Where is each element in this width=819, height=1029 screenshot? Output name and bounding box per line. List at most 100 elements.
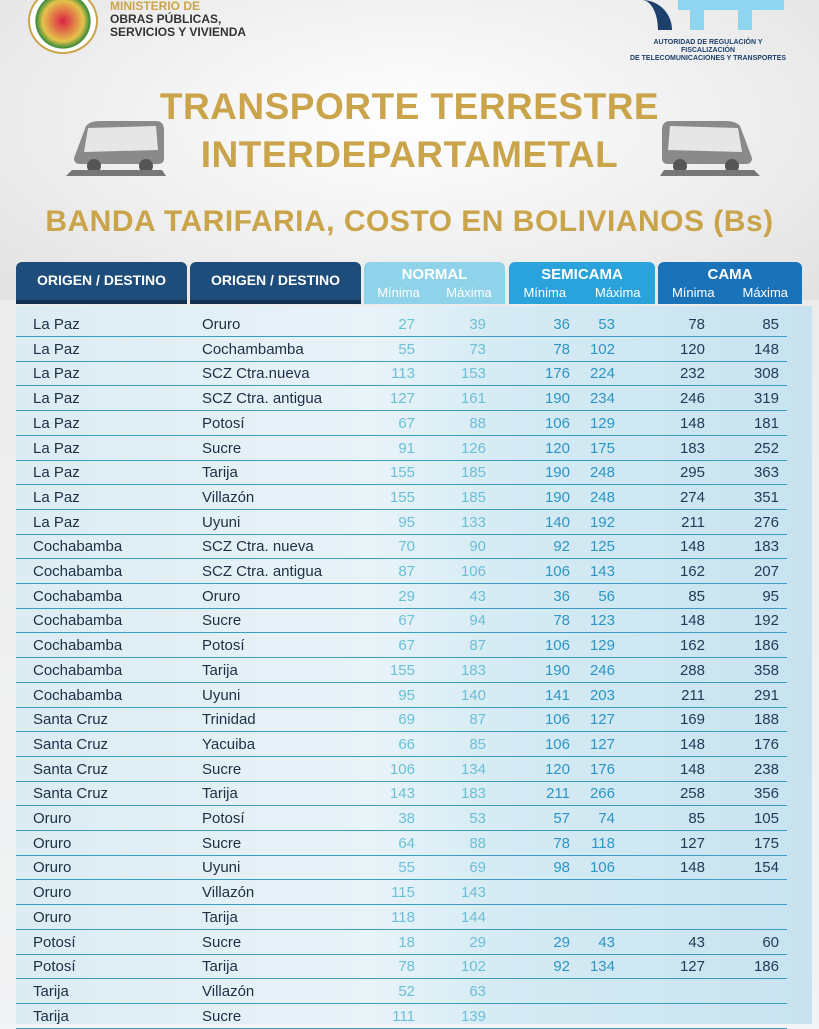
origin-cell: Cochabamba [33, 612, 123, 630]
cama-min-cell: 148 [679, 414, 705, 432]
cama-max-cell: 252 [753, 439, 779, 457]
semicama-min-cell: 106 [544, 735, 570, 753]
semicama-max-cell: 134 [589, 958, 615, 976]
normal-max-cell: 140 [460, 686, 486, 704]
cama-min-cell: 162 [679, 637, 705, 655]
origin-cell: La Paz [33, 316, 80, 333]
table-row: La Paz SCZ Ctra. antigua 127 161 190 234 246 31… [16, 386, 787, 412]
semicama-min-cell: 29 [553, 933, 570, 951]
normal-max-cell: 73 [469, 340, 486, 358]
cama-min-cell: 274 [679, 488, 705, 506]
ministry-line-1: MINISTERIO DE [110, 0, 201, 13]
destination-cell: Sucre [202, 612, 242, 630]
destination-cell: Villazón [202, 488, 255, 506]
normal-min-cell: 155 [389, 488, 415, 506]
cama-min-cell: 288 [679, 661, 705, 679]
normal-min-cell: 143 [389, 785, 415, 803]
semicama-min-cell: 78 [553, 834, 570, 852]
table-row: Santa Cruz Yacuiba 66 85 106 127 148 176 [16, 732, 787, 757]
normal-min-cell: 52 [398, 982, 415, 1000]
table-row: La Paz Sucre 91 126 120 175 183 252 [16, 436, 787, 461]
cama-max-cell: 154 [753, 859, 779, 877]
destination-cell: Uyuni [202, 513, 241, 531]
cama-max-cell: 351 [753, 488, 779, 506]
table-row: Cochabamba SCZ Ctra. nueva 70 90 92 125 148 183 [16, 534, 787, 560]
table-row: Cochabamba Tarija 155 183 190 246 288 358 [16, 658, 787, 683]
normal-min-cell: 113 [391, 365, 415, 383]
table-row: Oruro Sucre 64 88 78 118 127 175 [16, 831, 787, 856]
table-row: Santa Cruz Sucre 106 134 120 176 148 238 [16, 757, 787, 782]
semicama-min-cell: 57 [553, 810, 570, 827]
destination-cell: Uyuni [202, 686, 241, 704]
normal-max-cell: 85 [469, 735, 486, 753]
table-row: Oruro Tarija 118 144 [16, 905, 787, 930]
normal-max-cell: 134 [460, 760, 486, 778]
origin-cell: Oruro [33, 810, 72, 827]
destination-cell: Villazón [202, 982, 255, 1000]
cama-min-cell: 162 [679, 563, 705, 580]
semicama-min-cell: 92 [553, 958, 570, 976]
normal-min-cell: 67 [398, 414, 415, 432]
semicama-min-cell: 141 [544, 686, 570, 704]
normal-min-cell: 55 [398, 859, 415, 877]
origin-cell: Oruro [33, 834, 72, 852]
normal-max-cell: 106 [460, 563, 486, 580]
cama-min-cell: 148 [679, 859, 705, 877]
origin-cell: Potosí [33, 933, 76, 951]
origin-cell: Cochabamba [33, 661, 123, 679]
table-row: Oruro Potosí 38 53 57 74 85 105 [16, 806, 787, 831]
cama-max-cell: 308 [753, 365, 779, 383]
table-row: Cochabamba Potosí 67 87 106 129 162 186 [16, 633, 787, 659]
table-row: Cochabamba Oruro 29 43 36 56 85 95 [16, 584, 787, 609]
bus-icon [660, 121, 760, 176]
destination-cell: Cochambamba [202, 340, 304, 358]
semicama-max-cell: 74 [598, 810, 615, 827]
normal-max-cell: 183 [460, 661, 486, 679]
att-logo-text: AUTORIDAD DE REGULACIÓN Y FISCALIZACIÓN D… [629, 39, 787, 62]
semicama-max-cell: 175 [589, 439, 615, 457]
semicama-max-cell: 248 [589, 488, 615, 506]
destination-cell: Tarija [202, 908, 238, 926]
bus-icon [66, 121, 166, 176]
origin-cell: Potosí [33, 958, 76, 976]
origin-cell: Cochabamba [33, 686, 123, 704]
normal-min-cell: 27 [398, 316, 415, 333]
semicama-max-cell: 246 [589, 661, 615, 679]
destination-cell: Potosí [202, 810, 245, 827]
origin-cell: La Paz [33, 513, 80, 531]
cama-min-cell: 148 [679, 538, 705, 556]
normal-min-cell: 69 [398, 711, 415, 729]
normal-min-cell: 67 [398, 637, 415, 655]
semicama-min-cell: 106 [544, 563, 570, 580]
destination-cell: Villazón [202, 884, 255, 902]
semicama-max-cell: 118 [591, 834, 615, 852]
header-cama: CAMA Mínima Máxima [658, 262, 802, 304]
semicama-max-cell: 203 [589, 686, 615, 704]
table-row: Potosí Sucre 18 29 29 43 43 60 [16, 930, 787, 955]
origin-cell: Santa Cruz [33, 785, 109, 803]
semicama-max-cell: 248 [589, 464, 615, 482]
normal-min-cell: 87 [398, 563, 415, 580]
cama-min-cell: 85 [688, 810, 705, 827]
origin-cell: Cochabamba [33, 587, 123, 605]
normal-max-cell: 88 [469, 414, 486, 432]
semicama-max-cell: 102 [589, 340, 615, 358]
cama-min-cell: 78 [688, 316, 705, 333]
normal-min-cell: 55 [398, 340, 415, 358]
destination-cell: Tarija [202, 958, 238, 976]
origin-cell: La Paz [33, 340, 80, 358]
semicama-min-cell: 106 [544, 711, 570, 729]
cama-min-cell: 148 [679, 735, 705, 753]
cama-min-cell: 127 [679, 958, 705, 976]
cama-max-cell: 181 [753, 414, 779, 432]
ministry-line-2: OBRAS PÚBLICAS, [110, 12, 222, 26]
cama-max-cell: 105 [753, 810, 779, 827]
semicama-max-cell: 56 [598, 587, 615, 605]
semicama-max-cell: 143 [589, 563, 615, 580]
normal-min-cell: 155 [389, 464, 415, 482]
origin-cell: Santa Cruz [33, 711, 109, 729]
normal-min-cell: 118 [391, 908, 415, 926]
origin-cell: La Paz [33, 365, 80, 383]
destination-cell: Yacuiba [202, 735, 256, 753]
cama-max-cell: 176 [753, 735, 779, 753]
